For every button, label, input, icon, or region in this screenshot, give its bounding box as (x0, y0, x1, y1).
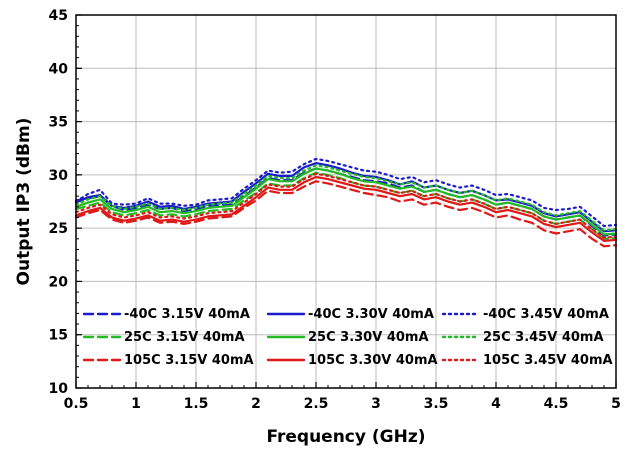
legend-label: -40C 3.15V 40mA (124, 307, 250, 322)
y-tick-label: 20 (49, 274, 69, 290)
legend-label: 105C 3.15V 40mA (124, 353, 254, 368)
x-tick-label: 1 (131, 396, 141, 412)
x-tick-label: 4 (491, 396, 501, 412)
legend-label: 25C 3.30V 40mA (308, 330, 429, 345)
y-axis-ticks: 10 15 20 25 30 35 40 45 (49, 8, 82, 397)
series-line (74, 162, 618, 233)
x-tick-label: 2 (251, 396, 261, 412)
series-line (74, 175, 618, 242)
legend-label: 25C 3.15V 40mA (124, 330, 245, 345)
series-line (74, 167, 618, 236)
x-axis-title: Frequency (GHz) (266, 427, 425, 447)
x-tick-label: 3.5 (424, 396, 449, 412)
y-tick-label: 40 (49, 61, 69, 77)
series-line (74, 180, 618, 248)
legend-label: -40C 3.30V 40mA (308, 307, 434, 322)
plot-frame (75, 14, 617, 389)
legend-label: 105C 3.30V 40mA (308, 353, 438, 368)
y-tick-label: 10 (49, 381, 69, 397)
legend-label: -40C 3.45V 40mA (483, 307, 609, 322)
x-tick-label: 4.5 (544, 396, 569, 412)
x-tick-label: 0.5 (64, 396, 89, 412)
x-axis-ticks: 0.5 1 1.5 2 2.5 3 3.5 4 4.5 5 (64, 382, 621, 412)
y-tick-label: 25 (49, 221, 68, 237)
y-tick-label: 15 (49, 328, 68, 344)
x-tick-label: 3 (371, 396, 381, 412)
legend-label: 25C 3.45V 40mA (483, 330, 604, 345)
series-line (74, 172, 618, 239)
y-tick-label: 30 (49, 168, 69, 184)
x-tick-label: 1.5 (184, 396, 209, 412)
x-tick-label: 5 (611, 396, 621, 412)
series-line (74, 157, 618, 228)
series-lines (74, 157, 618, 248)
series-line (74, 164, 618, 232)
y-tick-label: 35 (49, 115, 68, 131)
y-axis-title: Output IP3 (dBm) (14, 118, 34, 286)
legend-label: 105C 3.45V 40mA (483, 353, 613, 368)
x-tick-label: 2.5 (304, 396, 329, 412)
y-tick-label: 45 (49, 8, 68, 24)
legend: -40C 3.15V 40mA -40C 3.30V 40mA -40C 3.45V… (82, 307, 613, 368)
